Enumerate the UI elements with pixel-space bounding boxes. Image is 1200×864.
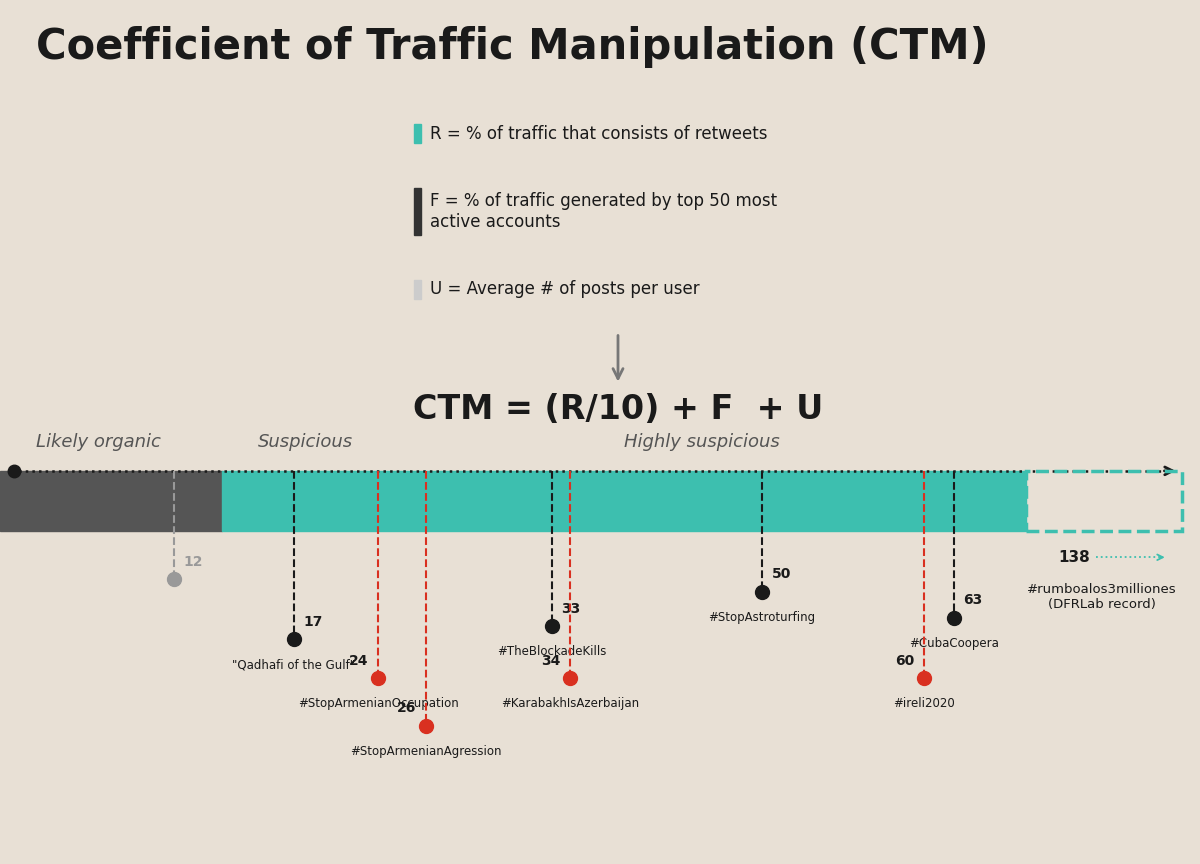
Text: "Qadhafi of the Gulf": "Qadhafi of the Gulf" [233,658,355,671]
Text: #StopAstroturfing: #StopAstroturfing [708,611,816,624]
Text: #KarabakhIsAzerbaijan: #KarabakhIsAzerbaijan [500,697,640,710]
Text: #TheBlockadeKills: #TheBlockadeKills [497,645,607,658]
Text: 26: 26 [397,702,416,715]
Text: 17: 17 [304,615,323,629]
Text: Highly suspicious: Highly suspicious [624,433,780,451]
Text: 60: 60 [895,654,914,668]
Text: R = % of traffic that consists of retweets: R = % of traffic that consists of retwee… [430,125,767,143]
Text: Coefficient of Traffic Manipulation (CTM): Coefficient of Traffic Manipulation (CTM… [36,26,989,68]
Text: 50: 50 [772,568,791,581]
Bar [222,471,1026,531]
Bar [414,280,421,299]
Text: U = Average # of posts per user: U = Average # of posts per user [430,281,700,298]
Text: 34: 34 [541,654,560,668]
Text: #StopArmenianOccupation: #StopArmenianOccupation [298,697,458,710]
Bar [0,471,222,531]
Text: 12: 12 [184,555,203,569]
Text: 24: 24 [349,654,368,668]
Text: 138: 138 [1058,550,1090,565]
Bar [414,187,421,235]
Text: #CubaCoopera: #CubaCoopera [910,637,998,650]
Text: 33: 33 [562,602,581,616]
Text: Likely organic: Likely organic [36,433,161,451]
Text: CTM = (R/10) + F  + U: CTM = (R/10) + F + U [413,393,823,426]
Text: #ireli2020: #ireli2020 [893,697,955,710]
Text: #StopArmenianAgression: #StopArmenianAgression [350,745,502,758]
Text: #rumboalos3milliones
(DFRLab record): #rumboalos3milliones (DFRLab record) [1027,583,1176,611]
Text: 63: 63 [964,594,983,607]
Text: Suspicious: Suspicious [258,433,353,451]
Bar [414,124,421,143]
Bar [1026,471,1182,531]
Text: F = % of traffic generated by top 50 most
active accounts: F = % of traffic generated by top 50 mos… [430,193,776,231]
